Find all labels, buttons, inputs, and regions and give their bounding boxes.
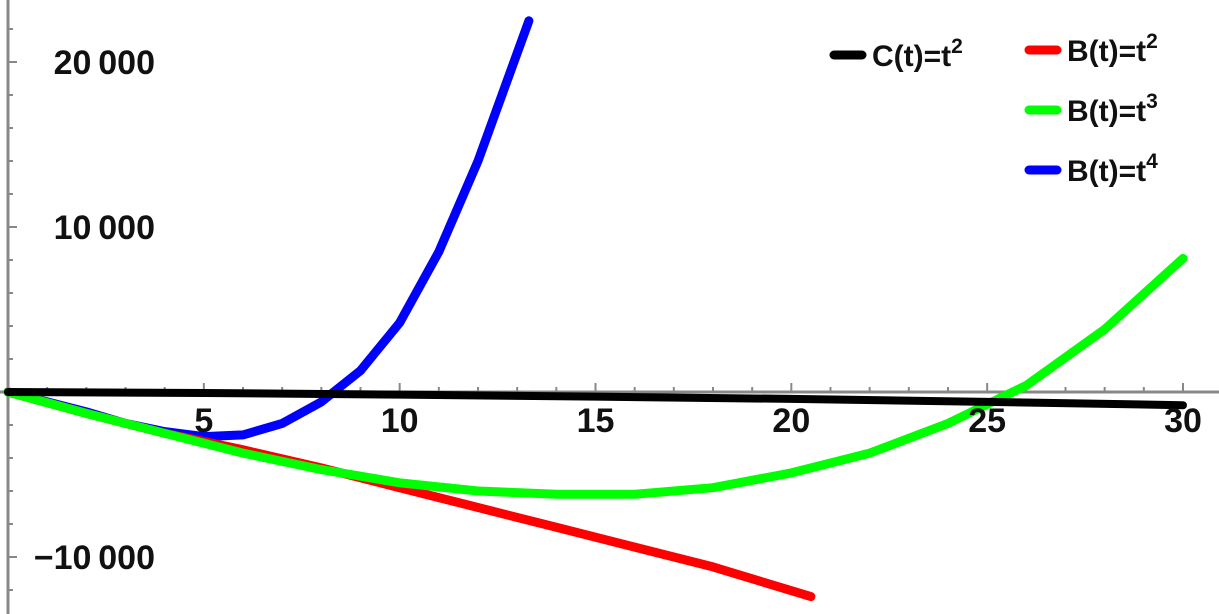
legend: C(t)=t2 B(t)=t2 B(t)=t3 B(t)=t4 bbox=[829, 30, 1158, 188]
x-tick-labels: 5 10 15 20 25 30 bbox=[194, 402, 1202, 440]
y-tick-labels: −10 000 10 000 20 000 bbox=[34, 44, 155, 577]
x-tick-label: 30 bbox=[1164, 402, 1202, 440]
x-tick-label: 5 bbox=[194, 402, 213, 440]
y-tick-label: 20 000 bbox=[54, 44, 155, 82]
x-tick-label: 10 bbox=[381, 402, 419, 440]
legend-label: B(t)=t2 bbox=[1067, 30, 1158, 68]
series-layer bbox=[3, 16, 1188, 602]
legend-label: C(t)=t2 bbox=[872, 35, 963, 73]
y-tick-label: −10 000 bbox=[34, 539, 155, 577]
y-tick-label: 10 000 bbox=[54, 209, 155, 247]
series-line-3 bbox=[3, 253, 1188, 499]
x-tick-label: 15 bbox=[577, 402, 615, 440]
x-tick-label: 25 bbox=[968, 402, 1006, 440]
legend-label: B(t)=t3 bbox=[1067, 90, 1158, 128]
legend-label: B(t)=t4 bbox=[1067, 150, 1158, 188]
series-line-1 bbox=[4, 388, 1187, 410]
x-tick-label: 20 bbox=[772, 402, 810, 440]
